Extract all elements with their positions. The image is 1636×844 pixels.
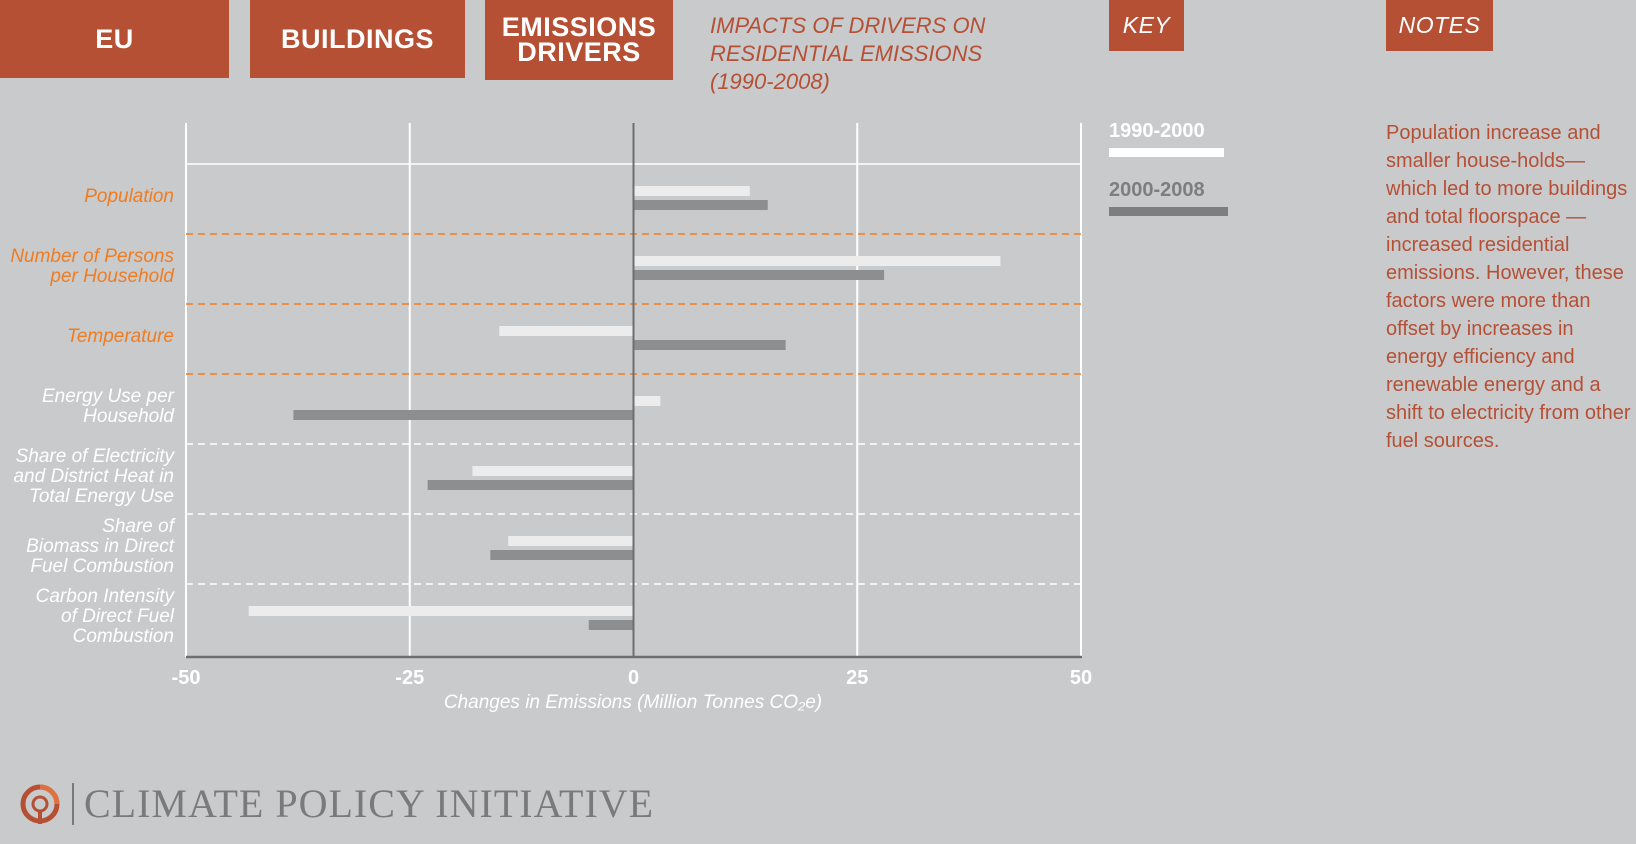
legend-label-1990-2000: 1990-2000: [1109, 120, 1205, 142]
bar-1990-2000-1: [633, 256, 1001, 266]
bar-2000-2008-6: [588, 620, 634, 630]
chart-title: IMPACTS OF DRIVERS ON RESIDENTIAL EMISSI…: [710, 13, 986, 94]
bar-1990-2000-3: [633, 396, 661, 406]
tab-emissions-drivers[interactable]: EMISSIONS DRIVERS: [485, 0, 673, 80]
category-label-4: Share of Electricity and District Heat i…: [13, 446, 174, 507]
x-axis-title: Changes in Emissions (Million Tonnes CO₂…: [443, 692, 823, 713]
bar-1990-2000-2: [499, 326, 634, 336]
x-tick-label-0: -50: [172, 667, 201, 689]
logo: CLIMATE POLICY INITIATIVE: [18, 780, 654, 827]
tab-eu-label: EU: [95, 23, 134, 54]
category-label-5: Share of Biomass in Direct Fuel Combusti…: [26, 516, 174, 577]
bar-1990-2000-6: [248, 606, 634, 616]
tab-emissions-drivers-label: EMISSIONS DRIVERS: [501, 12, 657, 67]
legend-label-2000-2008: 2000-2008: [1109, 179, 1205, 201]
bar-1990-2000-0: [633, 186, 750, 196]
bar-1990-2000-5: [508, 536, 634, 546]
tab-buildings-label: BUILDINGS: [281, 23, 434, 54]
category-label-0: Population: [84, 186, 174, 207]
x-tick-label-4: 50: [1070, 667, 1092, 689]
legend-swatch-1990-2000: [1109, 148, 1224, 157]
bar-2000-2008-4: [427, 480, 634, 490]
notes-tab[interactable]: NOTES: [1386, 0, 1493, 51]
notes-text: Population increase and smaller house-ho…: [1386, 122, 1631, 452]
notes-tab-label: NOTES: [1398, 12, 1481, 38]
bar-2000-2008-1: [633, 270, 885, 280]
bar-2000-2008-3: [293, 410, 634, 420]
category-label-3: Energy Use per Household: [41, 386, 174, 427]
logo-divider: [72, 782, 74, 825]
category-label-2: Temperature: [66, 326, 174, 347]
logo-text: CLIMATE POLICY INITIATIVE: [84, 781, 655, 826]
x-tick-label-3: 25: [846, 667, 868, 689]
category-label-1: Number of Persons per Household: [10, 246, 174, 287]
legend-swatch-2000-2008: [1109, 207, 1228, 216]
tab-eu[interactable]: EU: [0, 0, 229, 78]
key-tab-label: KEY: [1122, 12, 1171, 38]
bar-2000-2008-0: [633, 200, 768, 210]
bar-2000-2008-2: [633, 340, 786, 350]
chart: -50 -25 0 25 50: [172, 123, 1092, 689]
category-label-6: Carbon Intensity of Direct Fuel Combusti…: [35, 586, 174, 647]
bar-2000-2008-5: [490, 550, 634, 560]
x-tick-label-2: 0: [628, 667, 639, 689]
bar-1990-2000-4: [472, 466, 634, 476]
cpi-logo-icon: [20, 784, 60, 824]
x-tick-label-1: -25: [395, 667, 424, 689]
tab-buildings[interactable]: BUILDINGS: [250, 0, 465, 78]
key-tab[interactable]: KEY: [1109, 0, 1184, 51]
